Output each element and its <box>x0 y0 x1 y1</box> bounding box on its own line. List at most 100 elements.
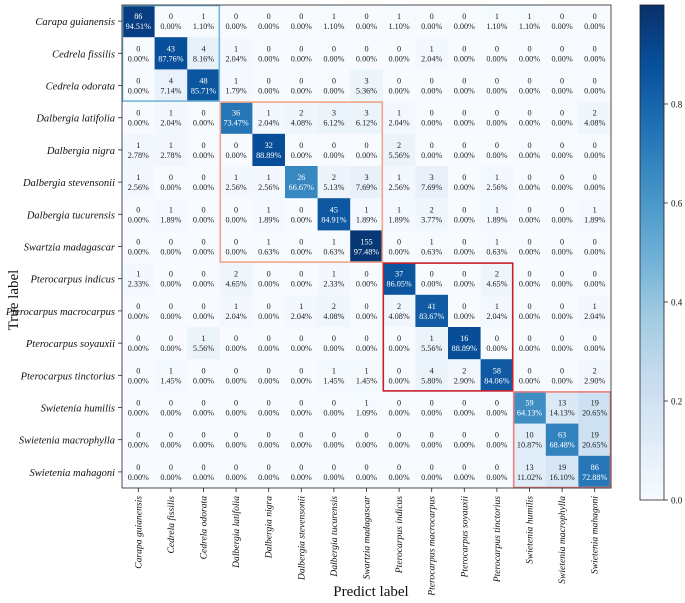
heatmap-cell <box>252 198 286 231</box>
cell-percent-label: 0.00% <box>519 312 540 321</box>
heatmap-cell <box>350 359 384 392</box>
heatmap-cell <box>285 423 318 457</box>
cell-percent-label: 0.00% <box>389 409 410 418</box>
cell-percent-label: 0.00% <box>193 215 214 224</box>
cell-count-label: 0 <box>560 12 564 21</box>
heatmap-cell <box>382 5 416 38</box>
cell-percent-label: 0.00% <box>584 22 605 31</box>
heatmap-cell <box>317 359 351 392</box>
cell-count-label: 0 <box>234 399 238 408</box>
cell-percent-label: 0.00% <box>323 441 344 450</box>
cell-count-label: 0 <box>364 302 368 311</box>
heatmap-cell <box>252 327 286 360</box>
heatmap-cell <box>350 69 384 102</box>
cell-percent-label: 0.00% <box>291 248 312 257</box>
cell-percent-label: 97.48% <box>354 248 379 257</box>
cell-percent-label: 0.00% <box>323 87 344 96</box>
cell-count-label: 13 <box>558 399 566 408</box>
cell-percent-label: 0.00% <box>421 22 442 31</box>
heatmap-cell <box>382 391 416 424</box>
group-highlight-boxes <box>121 4 612 489</box>
cell-count-label: 1 <box>495 12 499 21</box>
cell-percent-label: 2.04% <box>226 54 247 63</box>
cell-count-label: 0 <box>234 238 238 247</box>
cell-percent-label: 0.00% <box>389 54 410 63</box>
cell-count-label: 0 <box>495 109 499 118</box>
cell-percent-label: 1.09% <box>356 409 377 418</box>
cell-percent-label: 0.00% <box>356 473 377 482</box>
cell-percent-label: 0.00% <box>454 54 475 63</box>
heatmap-cell <box>513 133 547 167</box>
cell-percent-label: 73.47% <box>223 119 248 128</box>
cell-count-label: 0 <box>136 366 140 375</box>
heatmap-cell <box>415 359 449 392</box>
cell-count-label: 0 <box>201 431 205 440</box>
cell-count-label: 1 <box>267 238 271 247</box>
group-box <box>382 262 514 392</box>
y-tick-label: Dalbergia stevensonii <box>22 178 115 189</box>
heatmap-cell <box>154 37 188 70</box>
cell-count-label: 1 <box>495 205 499 214</box>
cell-percent-label: 88.89% <box>256 151 281 160</box>
heatmap-cell <box>448 391 481 424</box>
heatmap-cell <box>187 198 221 231</box>
cell-count-label: 0 <box>430 431 434 440</box>
heatmap-cell <box>545 198 579 231</box>
cell-percent-label: 2.04% <box>584 312 605 321</box>
cell-percent-label: 0.00% <box>128 441 149 450</box>
cell-percent-label: 68.48% <box>549 441 574 450</box>
cell-count-label: 0 <box>136 77 140 86</box>
cell-percent-label: 2.04% <box>389 119 410 128</box>
heatmap-cell <box>350 262 384 296</box>
cell-percent-label: 0.00% <box>389 87 410 96</box>
cell-count-label: 0 <box>560 302 564 311</box>
heatmap-cell <box>154 423 188 457</box>
cell-percent-label: 0.00% <box>454 473 475 482</box>
cell-count-label: 0 <box>364 44 368 53</box>
cell-percent-label: 0.00% <box>519 248 540 257</box>
heatmap-cell <box>187 391 221 424</box>
cell-percent-label: 0.00% <box>519 344 540 353</box>
cell-count-label: 0 <box>527 44 531 53</box>
heatmap-cell <box>122 262 155 296</box>
heatmap-cell <box>252 133 286 167</box>
cell-count-label: 1 <box>136 270 140 279</box>
cell-count-label: 26 <box>297 173 305 182</box>
cell-count-label: 1 <box>267 109 271 118</box>
heatmap-cell <box>285 5 318 38</box>
heatmap-cell <box>154 262 188 296</box>
cell-percent-label: 6.12% <box>356 119 377 128</box>
cell-count-label: 86 <box>134 12 142 21</box>
cell-percent-label: 1.89% <box>584 215 605 224</box>
cell-percent-label: 0.00% <box>258 87 279 96</box>
cell-count-label: 0 <box>462 77 466 86</box>
cell-percent-label: 0.00% <box>323 151 344 160</box>
cell-percent-label: 88.89% <box>452 344 477 353</box>
heatmap-cell <box>545 455 579 489</box>
heatmap-cell <box>187 230 221 263</box>
cell-count-label: 0 <box>136 463 140 472</box>
x-tick-labels: Carapa guianensis Cedrela fissilis Cedrela… <box>133 488 601 597</box>
heatmap-cell <box>187 101 221 135</box>
cell-count-label: 1 <box>364 205 368 214</box>
heatmap-cell <box>513 166 547 199</box>
heatmap-cell <box>480 327 514 360</box>
x-tick-label: Pterocarpus macrocarpus <box>427 496 438 597</box>
heatmap-cell <box>187 37 221 70</box>
cell-percent-label: 1.89% <box>486 215 507 224</box>
heatmap-cell <box>382 294 416 328</box>
cell-count-label: 0 <box>527 77 531 86</box>
heatmap-cell <box>219 198 253 231</box>
cell-count-label: 0 <box>267 431 271 440</box>
cell-count-label: 1 <box>593 302 597 311</box>
group-box <box>219 101 384 263</box>
heatmap-cell <box>187 423 221 457</box>
cell-count-label: 0 <box>299 77 303 86</box>
heatmap-cell <box>382 423 416 457</box>
cell-count-label: 0 <box>560 173 564 182</box>
cell-count-label: 0 <box>560 109 564 118</box>
cell-percent-label: 4.65% <box>486 280 507 289</box>
heatmap-cell <box>317 133 351 167</box>
heatmap-cell <box>545 391 579 424</box>
